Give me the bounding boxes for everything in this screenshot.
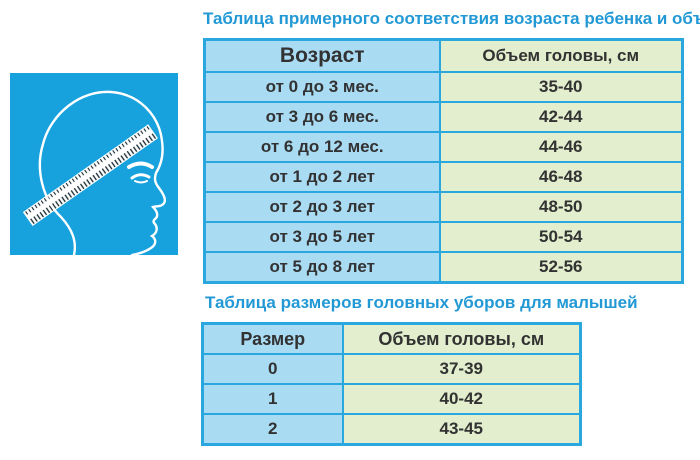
age-cell: от 5 до 8 лет — [203, 251, 441, 284]
age-cell: от 1 до 2 лет — [203, 161, 441, 193]
table-row: от 1 до 2 лет 46-48 — [203, 161, 684, 193]
size-table-header-row: Размер Объем головы, см — [201, 322, 582, 355]
size-cell: 2 — [201, 413, 344, 446]
head-with-measuring-tape-icon — [10, 73, 178, 255]
table-row: от 5 до 8 лет 52-56 — [203, 251, 684, 284]
age-table-header-volume: Объем головы, см — [438, 38, 684, 73]
age-cell: от 3 до 5 лет — [203, 221, 441, 253]
eye-lower-lid — [134, 180, 148, 184]
size-cell: 0 — [201, 353, 344, 385]
age-table-header-row: Возраст Объем головы, см — [203, 38, 684, 73]
size-cell: 1 — [201, 383, 344, 415]
age-cell: от 2 до 3 лет — [203, 191, 441, 223]
age-table-header-age: Возраст — [203, 38, 441, 73]
head-measurement-illustration — [10, 73, 178, 255]
age-table-title: Таблица примерного соответствия возраста… — [203, 9, 700, 28]
eye — [130, 173, 151, 180]
volume-cell: 50-54 — [438, 221, 684, 253]
head-outline — [38, 90, 167, 255]
age-table: Возраст Объем головы, см от 0 до 3 мес. … — [203, 38, 684, 284]
volume-cell: 37-39 — [341, 353, 582, 385]
volume-cell: 52-56 — [438, 251, 684, 284]
age-cell: от 6 до 12 мес. — [203, 131, 441, 163]
volume-cell: 35-40 — [438, 71, 684, 103]
volume-cell: 43-45 — [341, 413, 582, 446]
size-table-header-size: Размер — [201, 322, 344, 355]
age-cell: от 0 до 3 мес. — [203, 71, 441, 103]
measuring-tape — [22, 124, 158, 226]
size-table-header-volume: Объем головы, см — [341, 322, 582, 355]
volume-cell: 48-50 — [438, 191, 684, 223]
size-table-title: Таблица размеров головных уборов для мал… — [205, 293, 638, 312]
table-row: от 3 до 6 мес. 42-44 — [203, 101, 684, 133]
table-row: от 0 до 3 мес. 35-40 — [203, 71, 684, 103]
size-table: Размер Объем головы, см 0 37-39 1 40-42 … — [201, 322, 582, 446]
table-row: от 2 до 3 лет 48-50 — [203, 191, 684, 223]
eyebrow — [127, 161, 154, 169]
table-row: 1 40-42 — [201, 383, 582, 415]
age-cell: от 3 до 6 мес. — [203, 101, 441, 133]
volume-cell: 44-46 — [438, 131, 684, 163]
table-row: 0 37-39 — [201, 353, 582, 385]
table-row: 2 43-45 — [201, 413, 582, 446]
volume-cell: 42-44 — [438, 101, 684, 133]
table-row: от 3 до 5 лет 50-54 — [203, 221, 684, 253]
volume-cell: 46-48 — [438, 161, 684, 193]
volume-cell: 40-42 — [341, 383, 582, 415]
table-row: от 6 до 12 мес. 44-46 — [203, 131, 684, 163]
